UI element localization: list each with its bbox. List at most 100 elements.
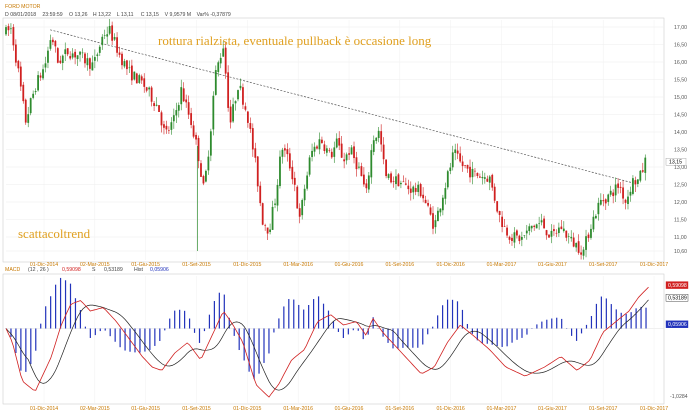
- candle-body: [42, 69, 44, 79]
- chart-header: FORD MOTOR D 08/01/2018 23:59:59 O 13,26 H …: [5, 4, 231, 18]
- candle-body: [74, 51, 77, 58]
- candle-body: [367, 175, 370, 190]
- candle-body: [96, 54, 99, 56]
- macd-hist-bar: [74, 298, 77, 329]
- macd-hist-bar: [64, 280, 67, 329]
- candle-body: [79, 51, 81, 55]
- macd-hist-bar: [357, 328, 359, 331]
- candle-body: [37, 75, 39, 91]
- macd-hist-bar: [630, 312, 632, 329]
- macd-hist-bar: [392, 328, 394, 349]
- macd-x-tick: 01-Set-2016: [386, 406, 415, 412]
- macd-min-tick: -1,0284: [670, 394, 688, 400]
- candle-body: [84, 53, 86, 64]
- header-info-item: V 9,9579 M: [165, 12, 192, 18]
- candle-body: [59, 60, 62, 63]
- candle-body: [617, 183, 620, 188]
- macd-value-tag: [665, 294, 689, 302]
- candle-body: [496, 201, 499, 212]
- macd-hist-bar: [94, 328, 96, 336]
- candle-body: [597, 202, 600, 215]
- candle-body: [634, 180, 637, 185]
- candle-body: [590, 228, 592, 238]
- macd-hist-bar: [248, 328, 250, 372]
- price-x-tick: 01-Set-2017: [589, 262, 618, 268]
- candle-body: [318, 139, 321, 150]
- candle-body: [372, 140, 375, 152]
- macd-hist-bar: [45, 306, 47, 329]
- macd-hist-bar: [188, 318, 191, 329]
- candle-body: [518, 235, 521, 242]
- candle-body: [444, 188, 447, 199]
- macd-value-tag-label: 0,53189: [668, 296, 687, 302]
- candle-body: [459, 153, 462, 162]
- candle-body: [464, 165, 466, 167]
- price-x-tick: 01-Mar-2016: [283, 262, 313, 268]
- candle-body: [434, 220, 437, 228]
- candle-body: [185, 99, 188, 103]
- candle-body: [190, 113, 193, 125]
- candle-body: [51, 39, 54, 43]
- macd-hist-bar: [506, 328, 508, 347]
- candle-body: [409, 188, 412, 193]
- candle-body: [533, 225, 536, 227]
- macd-hist-bar: [139, 328, 141, 353]
- candle-body: [284, 148, 286, 151]
- candle-body: [12, 27, 15, 46]
- candle-body: [511, 237, 513, 241]
- candle-body: [182, 88, 185, 102]
- macd-hist-bar: [580, 328, 583, 334]
- candle-body: [471, 168, 474, 178]
- candle-body: [321, 139, 323, 143]
- price-y-tick: 15,00: [674, 95, 687, 101]
- candle-body: [108, 26, 111, 34]
- trendline[interactable]: [50, 29, 633, 184]
- candle-body: [89, 58, 91, 69]
- macd-hist-bar: [422, 328, 424, 345]
- candle-body: [562, 228, 565, 232]
- candle-body: [338, 138, 341, 146]
- candle-body: [437, 210, 439, 222]
- candle-body: [545, 230, 548, 236]
- candle-body: [64, 49, 67, 55]
- macd-x-tick: 01-Dic-2017: [640, 406, 668, 412]
- candle-body: [592, 216, 595, 230]
- candle-body: [343, 159, 346, 162]
- candle-body: [607, 194, 610, 202]
- candle-body: [212, 95, 215, 130]
- candle-body: [98, 46, 101, 53]
- macd-hist-bar: [640, 306, 642, 329]
- candle-body: [76, 55, 79, 60]
- candle-body: [232, 104, 234, 122]
- candle-body: [254, 148, 257, 158]
- macd-hist-bar: [25, 328, 27, 372]
- candle-body: [316, 146, 318, 149]
- price-y-tick: 11,50: [674, 217, 687, 223]
- macd-hist-bar: [427, 328, 429, 335]
- candle-body: [469, 166, 471, 178]
- candle-body: [513, 232, 516, 243]
- candle-body: [543, 218, 545, 229]
- macd-hist-bar: [223, 294, 225, 329]
- candle-body: [392, 181, 395, 182]
- macd-grid: [6, 276, 664, 404]
- candle-body: [622, 187, 624, 199]
- candle-body: [274, 203, 276, 205]
- candle-body: [150, 87, 153, 102]
- candle-body: [264, 225, 267, 226]
- candle-body: [575, 242, 578, 248]
- macd-hist-bar: [347, 328, 349, 335]
- candle-body: [177, 105, 180, 111]
- macd-hist-bar: [536, 324, 538, 329]
- candle-body: [577, 241, 580, 253]
- candle-body: [32, 93, 35, 98]
- candle-body: [308, 157, 311, 175]
- candle-body: [217, 62, 220, 72]
- macd-hist-bar: [243, 328, 245, 361]
- price-x-tick: 01-Mar-2017: [487, 262, 517, 268]
- candle-body: [538, 223, 541, 224]
- candle-body: [587, 234, 590, 239]
- macd-hist-bar: [278, 318, 280, 329]
- candle-body: [229, 106, 232, 123]
- macd-x-tick: 01-Dic-2016: [437, 406, 465, 412]
